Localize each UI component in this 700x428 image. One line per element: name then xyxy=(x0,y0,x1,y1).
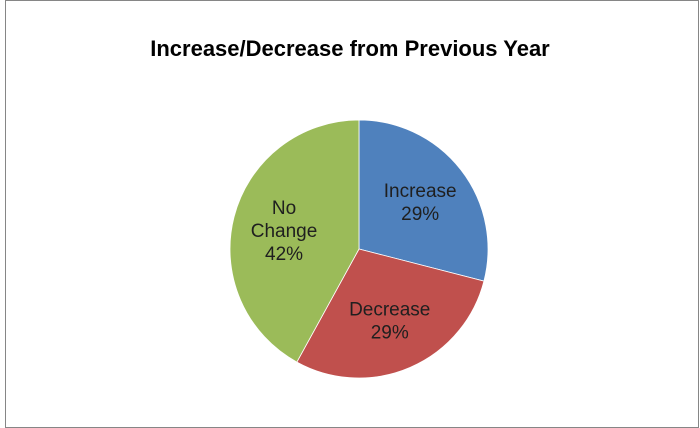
chart-title: Increase/Decrease from Previous Year xyxy=(150,36,550,61)
pie-label-no-change: No Change 42% xyxy=(251,198,318,265)
pie-slice-no-change xyxy=(229,119,360,363)
pie-slice-increase xyxy=(358,119,489,282)
pie-slices xyxy=(229,119,489,379)
pie-label-increase: Increase 29% xyxy=(384,181,457,225)
pie-labels: Increase 29% Decrease 29% No Change 42% xyxy=(251,181,457,343)
pie-slice-decrease xyxy=(296,248,485,379)
pie-label-decrease: Decrease 29% xyxy=(349,300,430,344)
